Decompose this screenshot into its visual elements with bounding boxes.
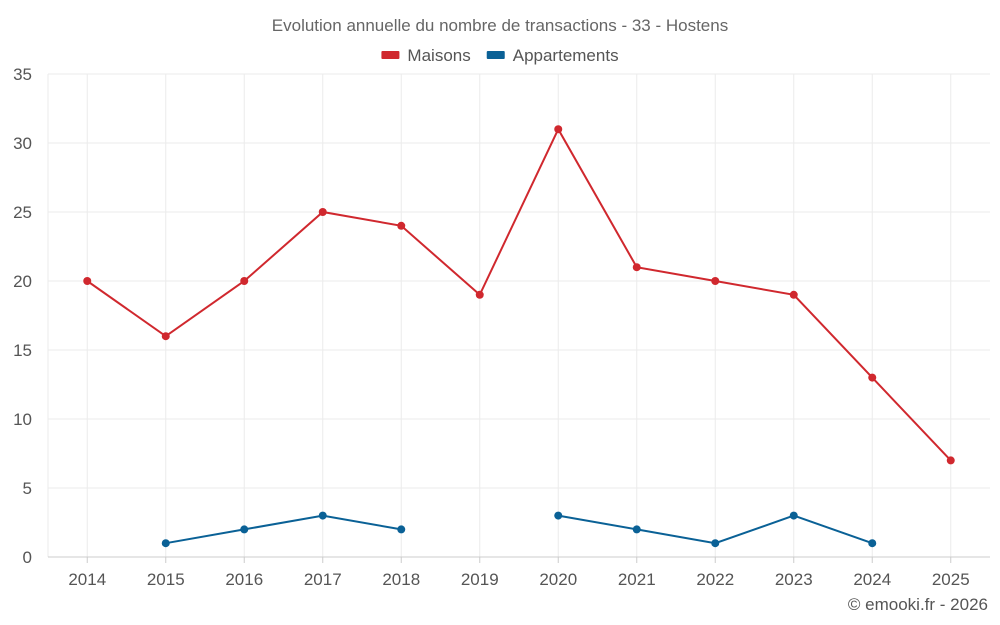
data-point-appartements[interactable] [161, 539, 170, 548]
x-tick-label: 2019 [461, 570, 499, 589]
legend-label: Appartements [513, 46, 619, 65]
data-point-appartements[interactable] [632, 525, 641, 534]
x-tick-label: 2018 [382, 570, 420, 589]
legend-swatch [381, 51, 400, 59]
y-tick-label: 25 [13, 203, 32, 222]
data-point-maisons[interactable] [397, 221, 406, 230]
y-tick-label: 10 [13, 410, 32, 429]
data-point-maisons[interactable] [711, 277, 720, 285]
x-tick-label: 2015 [147, 570, 185, 589]
data-point-appartements[interactable] [240, 525, 249, 534]
legend-label: Maisons [407, 46, 470, 65]
y-tick-label: 30 [13, 134, 32, 153]
y-tick-label: 35 [13, 65, 32, 84]
data-point-maisons[interactable] [161, 332, 170, 341]
data-point-maisons[interactable] [475, 290, 484, 299]
data-point-maisons[interactable] [83, 277, 92, 285]
x-tick-label: 2016 [225, 570, 263, 589]
data-point-appartements[interactable] [789, 511, 798, 520]
series-line-appartements [165, 514, 402, 545]
legend-item-appartements[interactable]: Appartements [486, 46, 619, 65]
data-point-appartements[interactable] [318, 511, 327, 520]
x-tick-label: 2025 [932, 570, 970, 589]
x-tick-label: 2023 [775, 570, 813, 589]
data-point-maisons[interactable] [946, 456, 955, 465]
data-point-appartements[interactable] [711, 539, 720, 548]
legend: Maisons Appartements [381, 46, 619, 65]
data-point-maisons[interactable] [868, 373, 877, 382]
grid [47, 73, 990, 557]
data-point-appartements[interactable] [554, 511, 563, 520]
series-appartements [161, 511, 877, 548]
data-point-maisons[interactable] [789, 290, 798, 299]
x-tick-label: 2014 [68, 570, 106, 589]
data-point-maisons[interactable] [632, 263, 641, 272]
x-tick-label: 2022 [696, 570, 734, 589]
y-tick-label: 0 [23, 548, 32, 567]
legend-item-maisons[interactable]: Maisons [381, 46, 471, 65]
data-point-maisons[interactable] [318, 208, 327, 216]
data-point-appartements[interactable] [397, 525, 406, 534]
y-tick-label: 20 [13, 272, 32, 291]
data-point-maisons[interactable] [240, 277, 249, 285]
data-point-appartements[interactable] [868, 539, 877, 548]
series-maisons [83, 125, 955, 465]
x-tick-label: 2020 [539, 570, 577, 589]
chart-title: Evolution annuelle du nombre de transact… [272, 16, 728, 35]
data-point-maisons[interactable] [554, 125, 563, 134]
credit-text: © emooki.fr - 2026 [848, 595, 988, 614]
y-tick-label: 15 [13, 341, 32, 360]
series-line-maisons [86, 127, 952, 462]
series-layer [83, 125, 955, 548]
x-tick-label: 2024 [853, 570, 891, 589]
y-tick-label: 5 [23, 479, 32, 498]
legend-swatch [486, 51, 505, 59]
x-tick-label: 2021 [618, 570, 656, 589]
x-tick-label: 2017 [304, 570, 342, 589]
